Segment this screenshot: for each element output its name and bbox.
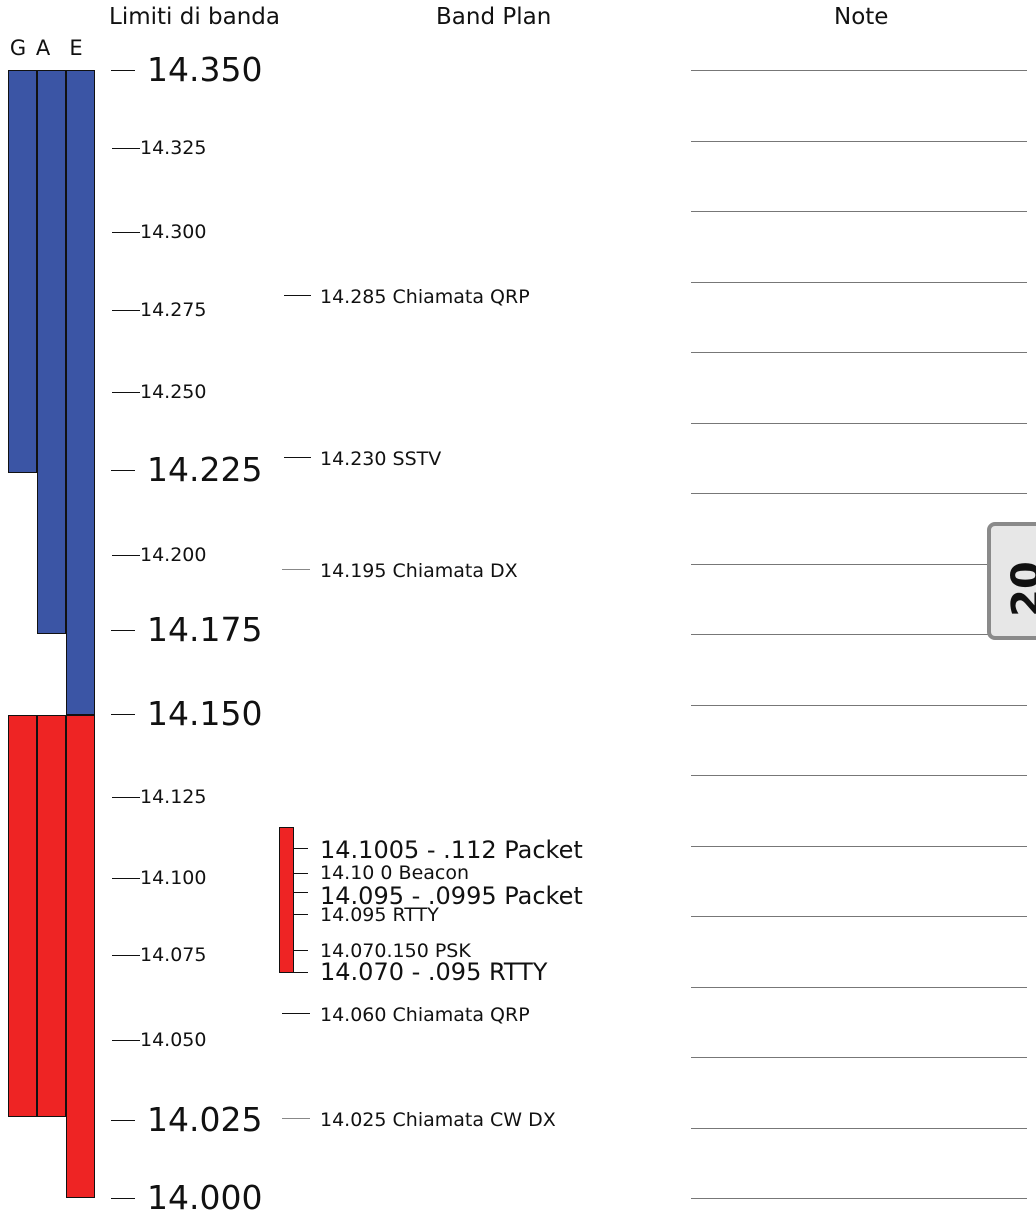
tick-label: 14.250: [140, 381, 207, 403]
bandplan-entry: 14.230 SSTV: [320, 448, 442, 470]
tick-mark: [111, 630, 135, 631]
note-line[interactable]: [691, 493, 1027, 494]
tick-mark: [112, 797, 140, 798]
bandplan-marker: [284, 457, 311, 458]
note-line[interactable]: [691, 70, 1027, 71]
note-line[interactable]: [691, 1057, 1027, 1058]
class-label-e: E: [69, 36, 83, 60]
bandplan-marker: [294, 892, 308, 893]
tick-label: 14.350: [147, 50, 263, 89]
bandplan-entry: 14.070 - .095 RTTY: [320, 958, 548, 986]
tick-label: 14.075: [140, 944, 207, 966]
bandplan-entry: 14.060 Chiamata QRP: [320, 1004, 530, 1026]
tick-label: 14.275: [140, 299, 207, 321]
band-tab[interactable]: 20: [987, 522, 1036, 640]
tick-mark: [112, 955, 140, 956]
tick-label: 14.175: [147, 610, 263, 649]
note-line[interactable]: [691, 352, 1027, 353]
tick-label: 14.325: [140, 137, 207, 159]
note-line[interactable]: [691, 1128, 1027, 1129]
tick-mark: [112, 148, 140, 149]
tick-mark: [111, 1120, 135, 1121]
band-tab-label: 20: [1004, 561, 1036, 617]
note-line[interactable]: [691, 1198, 1027, 1199]
note-line[interactable]: [691, 423, 1027, 424]
note-line[interactable]: [691, 987, 1027, 988]
notes-header: Note: [834, 4, 889, 30]
tick-label: 14.300: [140, 221, 207, 243]
bandplan-marker: [284, 295, 311, 296]
tick-mark: [112, 555, 140, 556]
note-line[interactable]: [691, 775, 1027, 776]
bandplan-marker: [294, 873, 308, 874]
tick-label: 14.050: [140, 1029, 207, 1051]
tick-label: 14.000: [147, 1178, 263, 1217]
privilege-bar-a-cw-data: [37, 714, 66, 1118]
privilege-bar-a-phone: [37, 70, 66, 634]
tick-mark: [111, 1198, 135, 1199]
bandplan-marker: [294, 848, 308, 849]
bandplan-marker: [294, 914, 308, 915]
tick-mark: [111, 70, 135, 71]
tick-label: 14.150: [147, 694, 263, 733]
bandplan-entry: 14.1005 - .112 Packet: [320, 836, 583, 864]
tick-label: 14.025: [147, 1100, 263, 1139]
bandplan-marker: [294, 950, 308, 951]
data-segment-bar: [279, 827, 294, 973]
note-line[interactable]: [691, 705, 1027, 706]
bandplan-header: Band Plan: [436, 4, 552, 30]
tick-label: 14.225: [147, 450, 263, 489]
bandplan-entry: 14.195 Chiamata DX: [320, 560, 518, 582]
bandplan-entry: 14.095 - .0995 Packet: [320, 882, 583, 910]
bandplan-entry: 14.095 RTTY: [320, 904, 439, 926]
privilege-bar-g-cw-data: [8, 714, 37, 1118]
tick-mark: [111, 714, 135, 715]
tick-label: 14.200: [140, 544, 207, 566]
class-label-g: G: [9, 36, 27, 60]
bandplan-entry: 14.070.150 PSK: [320, 940, 471, 962]
bandplan-entry: 14.285 Chiamata QRP: [320, 286, 530, 308]
bandplan-marker: [282, 1013, 310, 1014]
class-label-a: A: [35, 36, 51, 60]
tick-mark: [112, 878, 140, 879]
tick-mark: [112, 310, 140, 311]
tick-label: 14.100: [140, 867, 207, 889]
privilege-bar-g-phone: [8, 70, 37, 473]
note-line[interactable]: [691, 141, 1027, 142]
privilege-bar-e-cw-data: [66, 714, 95, 1198]
note-line[interactable]: [691, 282, 1027, 283]
privilege-bar-e-phone: [66, 70, 95, 715]
bandplan-marker: [282, 1118, 310, 1119]
tick-label: 14.125: [140, 786, 207, 808]
bandplan-entry: 14.10 0 Beacon: [320, 862, 470, 884]
note-line[interactable]: [691, 211, 1027, 212]
tick-mark: [112, 232, 140, 233]
note-line[interactable]: [691, 634, 1027, 635]
tick-mark: [111, 470, 135, 471]
bandplan-marker: [282, 569, 310, 570]
tick-mark: [112, 1040, 140, 1041]
note-line[interactable]: [691, 916, 1027, 917]
bandplan-entry: 14.025 Chiamata CW DX: [320, 1109, 556, 1131]
tick-mark: [112, 392, 140, 393]
limits-header: Limiti di banda: [109, 4, 280, 30]
bandplan-marker: [294, 972, 308, 973]
note-line[interactable]: [691, 846, 1027, 847]
note-line[interactable]: [691, 564, 1027, 565]
